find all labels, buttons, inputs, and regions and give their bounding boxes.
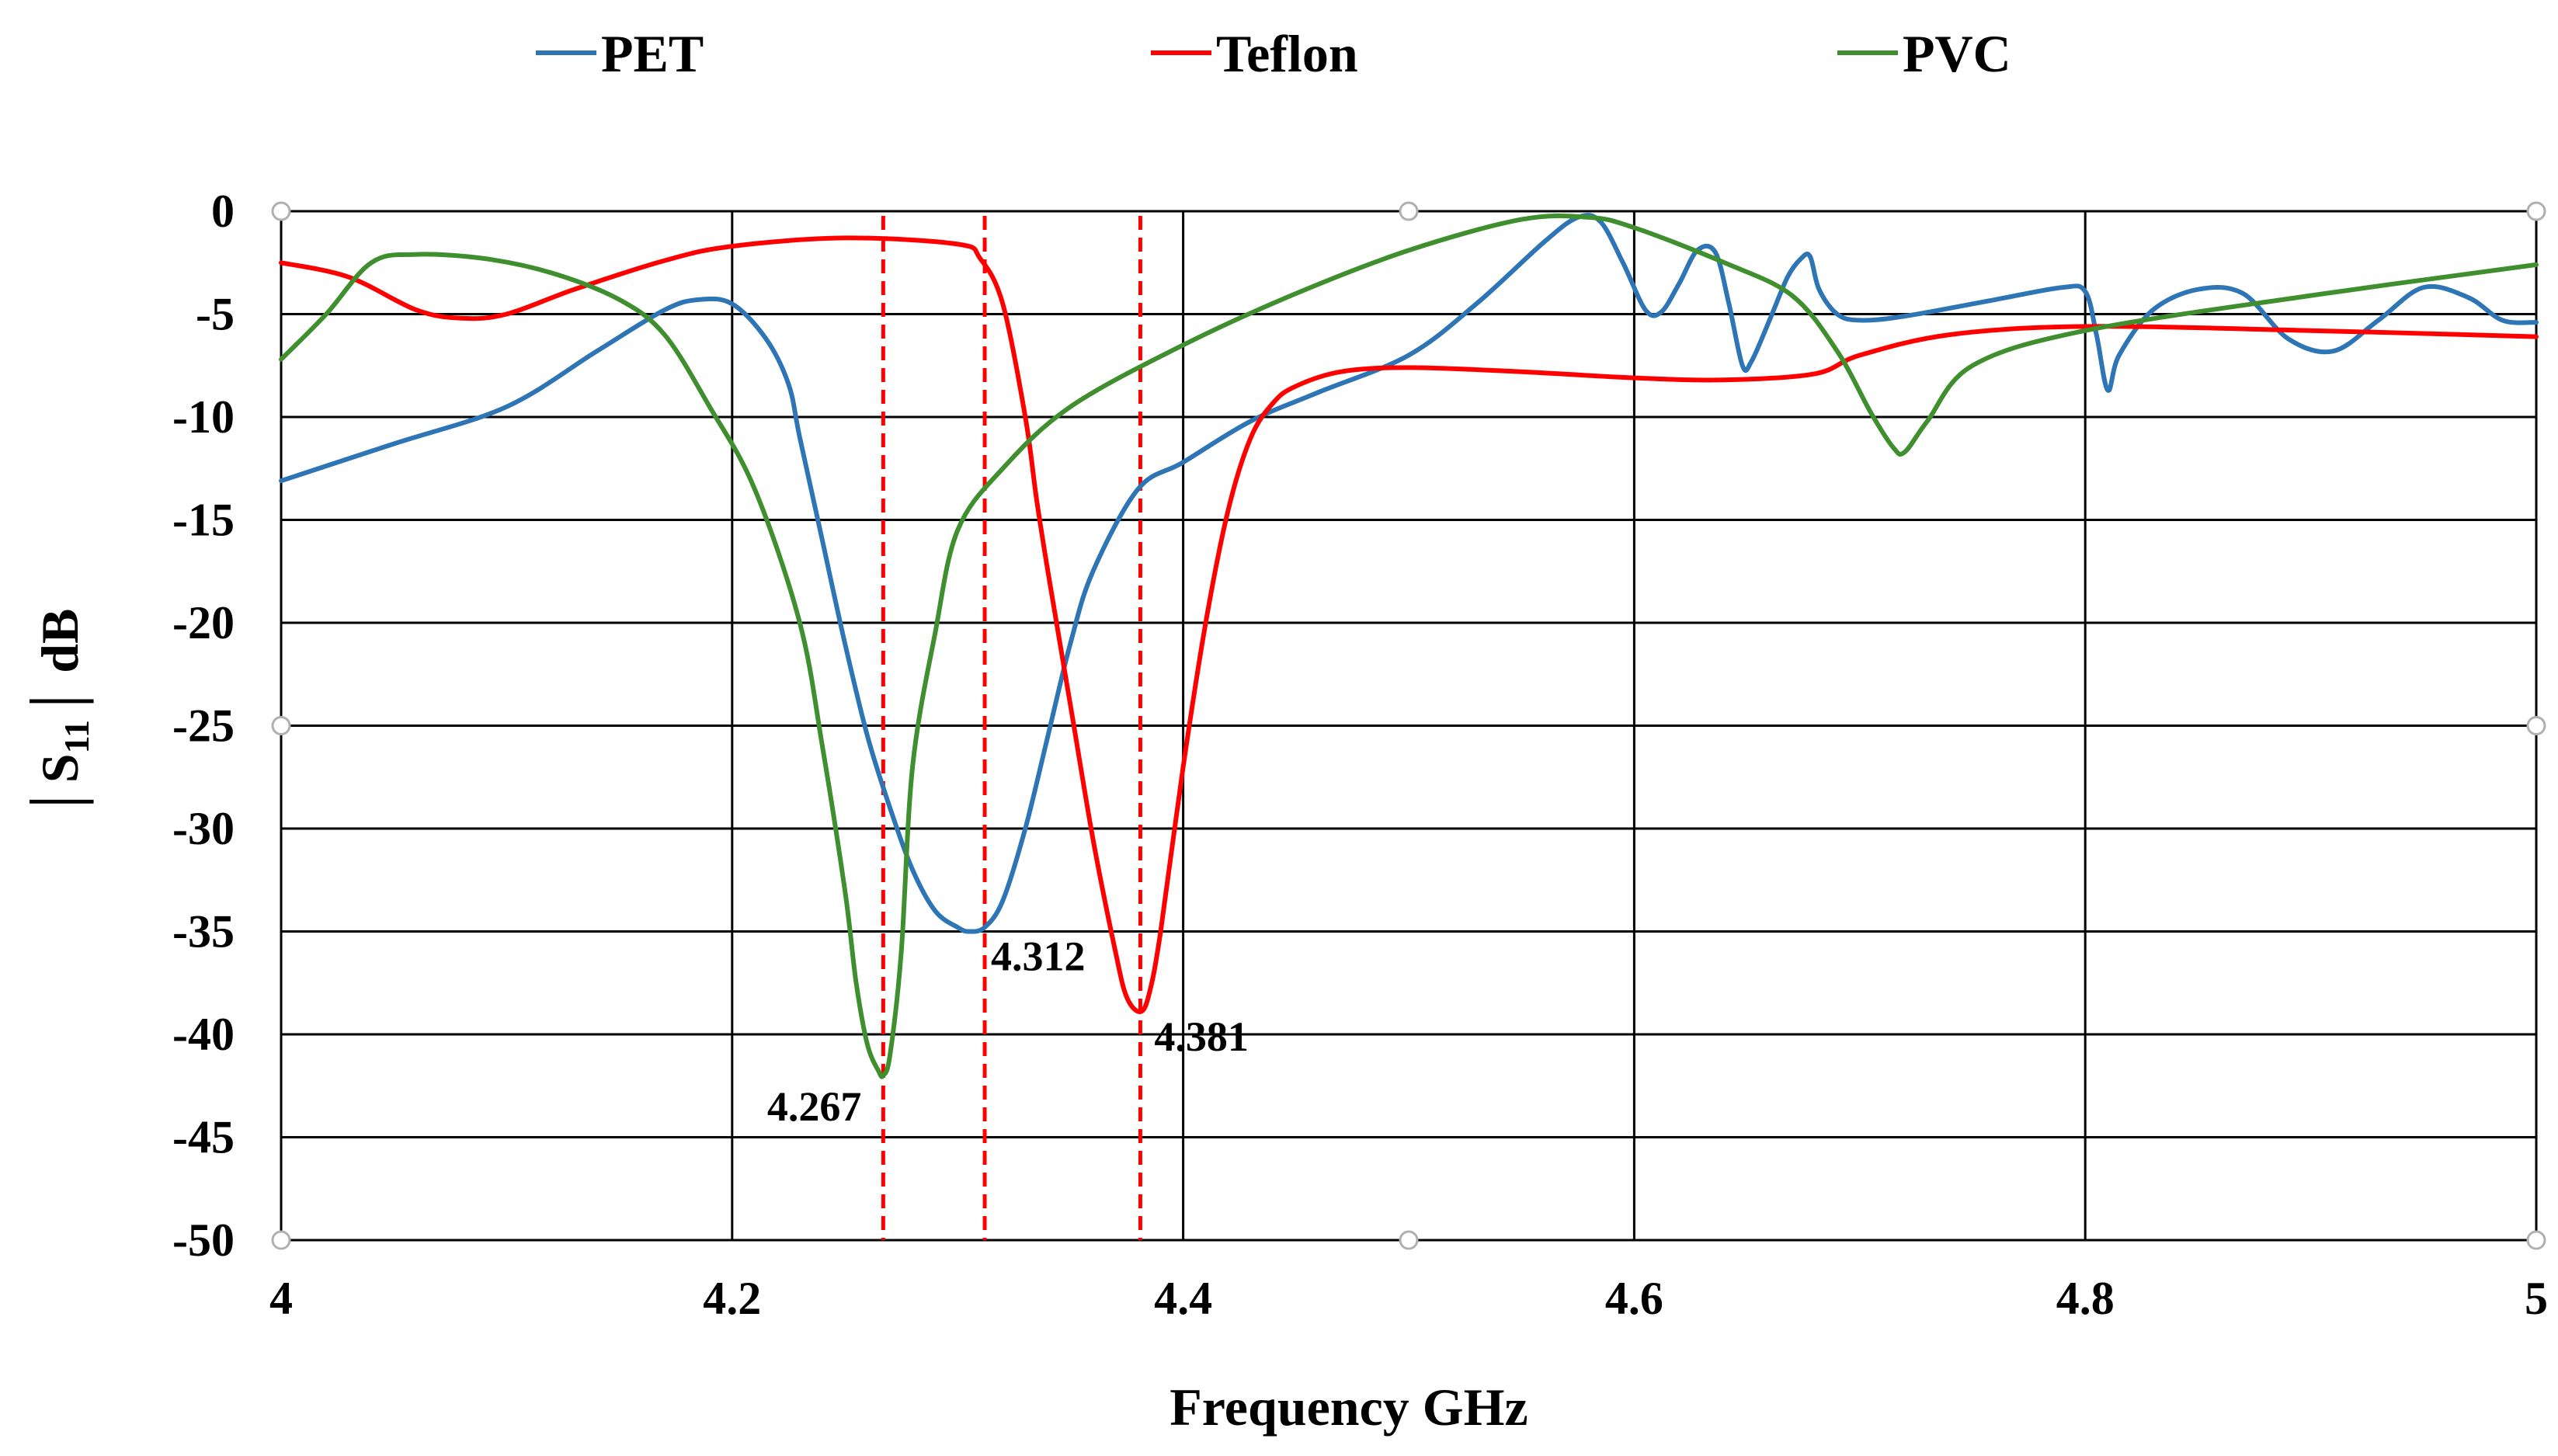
y-tick-label: -25 [172,700,235,752]
resonance-label-4-381: 4.381 [1154,1013,1249,1060]
y-axis-title: │S11│dB [30,609,96,821]
legend-entry-pvc: PVC [1837,24,2011,83]
y-tick-label: -35 [172,906,235,957]
y-axis-title-text: │S11│dB [30,609,96,821]
resonance-labels: 4.267 4.312 4.381 [767,933,1249,1131]
series-line-teflon [279,235,2539,1014]
y-axis-subscript: 11 [57,720,96,753]
x-tick-labels: 4 4.2 4.4 4.6 4.8 5 [269,1273,2548,1324]
y-axis-unit: dB [30,609,89,673]
y-tick-label: -5 [196,289,235,340]
y-tick-labels: 0 -5 -10 -15 -20 -25 -30 -35 -40 -45 -50 [172,186,235,1266]
y-axis-bar-left: │ [30,783,94,820]
resize-handle-middle-right[interactable] [2526,716,2546,735]
x-axis-title: Frequency GHz [1170,1378,1528,1437]
y-tick-label: -15 [172,495,235,546]
resize-handle-bottom-right[interactable] [2526,1230,2546,1250]
resonance-label-4-267: 4.267 [767,1083,862,1130]
y-tick-label: -30 [172,803,235,854]
y-tick-label: -45 [172,1112,235,1163]
x-tick-label: 4.6 [1605,1273,1663,1324]
x-tick-label: 4.8 [2056,1273,2115,1324]
legend-label-teflon: Teflon [1216,24,1358,83]
series-lines [279,213,2539,1079]
y-tick-label: -50 [172,1214,235,1266]
resize-handle-top-left[interactable] [271,201,291,221]
x-tick-label: 4.2 [703,1273,761,1324]
selection-handles[interactable] [271,201,2546,1250]
resize-handle-top-center[interactable] [1399,201,1419,221]
y-tick-label: -10 [172,391,235,443]
x-tick-label: 4 [269,1273,293,1324]
resize-handle-bottom-left[interactable] [271,1230,291,1250]
y-tick-label: 0 [211,186,235,237]
legend-entry-pet: PET [536,24,704,83]
y-axis-symbol: S [30,753,89,783]
x-tick-label: 5 [2525,1273,2548,1324]
legend-label-pvc: PVC [1903,24,2011,83]
resize-handle-middle-left[interactable] [271,716,291,735]
series-line-pvc [279,213,2539,1079]
resonance-markers [881,216,1142,1240]
y-tick-label: -40 [172,1009,235,1060]
resonance-label-4-312: 4.312 [991,933,1086,980]
resize-handle-bottom-center[interactable] [1399,1230,1419,1250]
y-tick-label: -20 [172,597,235,648]
legend-entry-teflon: Teflon [1151,24,1358,83]
legend-label-pet: PET [601,24,704,83]
series-line-pet [279,213,2539,934]
resize-handle-top-right[interactable] [2526,201,2546,221]
y-axis-bar-right: │ [30,683,94,720]
x-tick-label: 4.4 [1154,1273,1212,1324]
legend: PET Teflon PVC [536,24,2011,83]
